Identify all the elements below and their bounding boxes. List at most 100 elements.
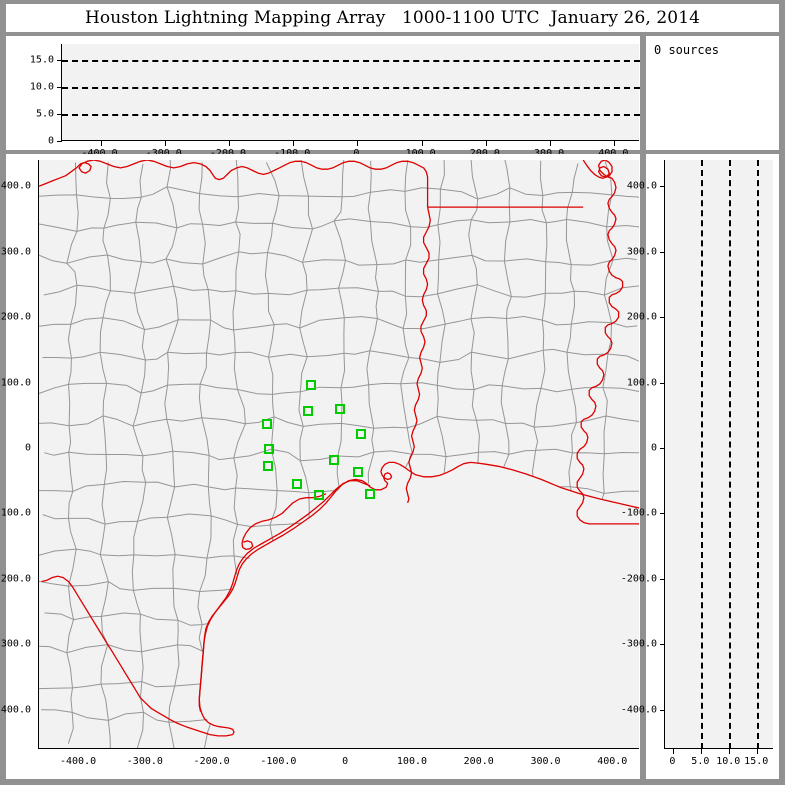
y-tickmark — [57, 87, 62, 89]
county-line — [39, 251, 637, 266]
x-axis-tick-label: -200.0 — [210, 148, 246, 159]
x-axis-tick-label: -200.0 — [193, 756, 230, 767]
y-tickmark — [38, 710, 39, 711]
x-axis-tick-label: 0 — [342, 756, 349, 767]
vertical-gridline — [729, 160, 732, 749]
x-tickmark — [757, 749, 759, 754]
x-axis-tick-label: 400.0 — [598, 148, 628, 159]
x-tickmark — [421, 141, 423, 146]
y-tickmark — [57, 114, 62, 116]
lma-station-marker[interactable] — [313, 490, 324, 501]
vertical-gridline — [757, 160, 760, 749]
y-tickmark — [660, 447, 665, 449]
lma-station-marker[interactable] — [329, 455, 340, 466]
x-axis-tick-label: 15.0 — [744, 756, 769, 767]
y-axis-tick-label: 100.0 — [626, 377, 657, 388]
y-tickmark — [38, 317, 39, 318]
y-axis-tick-label: 0 — [47, 135, 54, 147]
horizontal-gridline — [62, 60, 640, 63]
lma-station-marker[interactable] — [335, 404, 346, 415]
x-axis-tick-label: -100.0 — [260, 756, 297, 767]
x-axis-tick-label: -400.0 — [81, 148, 117, 159]
y-tickmark — [38, 513, 39, 514]
x-tickmark — [701, 749, 703, 754]
x-tickmark — [164, 141, 166, 146]
page-title: Houston Lightning Mapping Array 1000-110… — [84, 8, 701, 28]
gulf-of-mexico-fill — [199, 463, 639, 748]
county-line — [43, 284, 639, 298]
lma-station-marker[interactable] — [355, 428, 366, 439]
y-tickmark — [38, 579, 39, 580]
lma-station-marker[interactable] — [263, 444, 274, 455]
map-geography — [39, 160, 639, 748]
x-axis-tick-label: -300.0 — [146, 148, 182, 159]
title-bar: Houston Lightning Mapping Array 1000-110… — [6, 4, 779, 32]
boundary-line — [39, 160, 429, 208]
lma-station-marker[interactable] — [262, 419, 273, 430]
y-tickmark — [660, 317, 665, 319]
lma-station-marker[interactable] — [353, 466, 364, 477]
y-axis-tick-label: -400.0 — [620, 704, 657, 716]
time-altitude-plot[interactable] — [57, 44, 640, 146]
boundary-line — [405, 206, 431, 504]
county-line — [39, 218, 639, 232]
y-tickmark — [38, 186, 39, 187]
x-axis-tick-label: -300.0 — [126, 756, 163, 767]
y-tickmark — [57, 141, 62, 142]
county-line — [44, 448, 639, 462]
source-count-panel: 0 sources — [646, 36, 779, 150]
x-tickmark — [293, 141, 295, 146]
lma-station-marker[interactable] — [305, 380, 316, 391]
x-tickmark — [357, 141, 359, 146]
x-axis-tick-label: 200.0 — [470, 148, 500, 159]
y-axis-tick-label: 15.0 — [29, 54, 54, 66]
y-axis-tick-label: -200.0 — [0, 573, 31, 585]
y-tickmark — [660, 251, 665, 253]
x-axis-tick-label: -400.0 — [60, 756, 97, 767]
horizontal-gridline — [62, 114, 640, 117]
y-axis-tick-label: -300.0 — [620, 638, 657, 650]
y-tickmark — [57, 60, 62, 62]
county-line — [39, 382, 639, 395]
boundary-line — [198, 480, 371, 712]
county-line — [39, 316, 638, 331]
boundary-line — [576, 160, 624, 525]
y-axis-tick-label: -100.0 — [620, 507, 657, 519]
county-line — [66, 162, 79, 744]
lma-station-marker[interactable] — [303, 405, 314, 416]
lma-station-marker[interactable] — [291, 478, 302, 489]
vertical-gridline — [701, 160, 704, 749]
x-tickmark — [673, 749, 675, 754]
plan-view-map-panel: -400.0 -300.0 -200.0 -100.0 0 100.0 200.0 300.0… — [0, 154, 640, 779]
y-tickmark — [38, 644, 39, 645]
county-line — [39, 415, 639, 429]
y-axis-tick-label: 10.0 — [29, 81, 54, 93]
x-axis-tick-label: 100.0 — [406, 148, 436, 159]
x-tickmark — [485, 141, 487, 146]
x-axis-tick-label: 300.0 — [534, 148, 564, 159]
x-tickmark — [100, 141, 102, 146]
boundary-line — [241, 493, 327, 551]
lma-station-marker[interactable] — [263, 460, 274, 471]
y-axis-tick-label: 300.0 — [0, 246, 31, 258]
y-tickmark — [38, 383, 39, 384]
county-line — [99, 162, 111, 748]
time-altitude-panel: 0 5.0 10.0 15.0 -400.0 -300.0 -200.0 -100.0 0 100… — [6, 36, 640, 159]
plan-view-map-plot[interactable] — [38, 160, 639, 749]
x-tickmark — [228, 141, 230, 146]
lma-station-marker[interactable] — [365, 488, 376, 499]
x-tickmark — [729, 749, 731, 754]
x-tickmark — [550, 141, 552, 146]
y-axis-tick-label: 200.0 — [626, 311, 657, 323]
x-axis-tick-label: 200.0 — [463, 756, 494, 767]
county-line — [164, 160, 180, 748]
altitude-profile-plot[interactable] — [660, 160, 773, 754]
county-line — [197, 162, 213, 748]
y-axis-tick-label: -400.0 — [0, 704, 31, 716]
y-tickmark — [38, 448, 39, 449]
y-tickmark — [660, 186, 665, 188]
x-axis-tick-label: 0 — [669, 756, 676, 767]
y-axis-tick-label: -200.0 — [620, 573, 657, 585]
y-tickmark — [660, 709, 665, 711]
